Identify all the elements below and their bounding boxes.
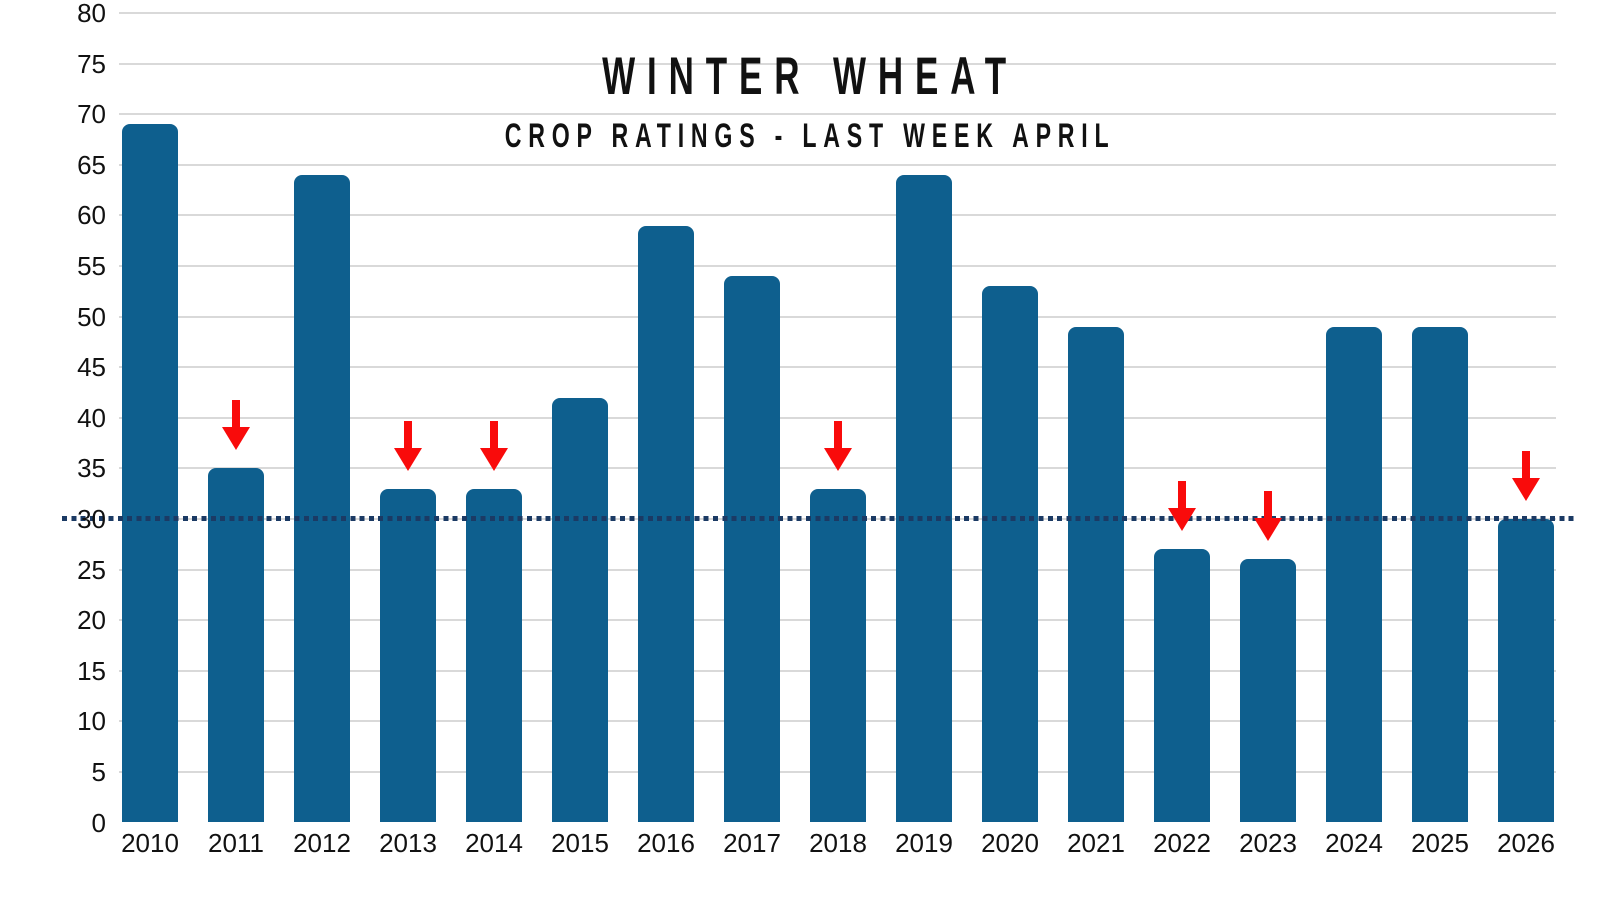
bar-2020 [982,286,1038,823]
x-tick-label-2018: 2018 [809,828,867,858]
down-arrow-icon [1168,481,1196,532]
bar-2024 [1326,326,1382,823]
y-tick-label: 65 [77,149,106,180]
x-tick-label-2017: 2017 [723,828,781,858]
x-tick-label-2023: 2023 [1239,828,1297,858]
gridline [119,315,1556,318]
y-tick-label: 15 [77,655,106,686]
gridline [119,416,1556,419]
gridline [119,113,1556,116]
y-tick-label: 10 [77,706,106,737]
x-tick-label-2014: 2014 [465,828,523,858]
chart-subtitle-text: CROP RATINGS - LAST WEEK APRIL [504,117,1116,155]
reference-line-30 [62,516,1577,522]
bar-2016 [638,225,694,823]
y-tick-label: 55 [77,251,106,281]
down-arrow-icon [222,400,250,451]
bar-2015 [552,397,608,823]
x-tick-label-2019: 2019 [895,828,953,858]
y-tick-label: 45 [77,352,106,383]
down-arrow-icon [1254,491,1282,542]
y-tick-label: 0 [91,807,106,838]
x-tick-label-2021: 2021 [1067,828,1125,858]
bar-2014 [466,488,522,823]
chart-title: WINTER WHEAT [0,48,1600,106]
x-tick-label-2015: 2015 [551,828,609,858]
bar-2017 [724,276,780,823]
x-tick-label-2024: 2024 [1325,828,1383,858]
bar-2010 [122,124,178,823]
x-tick-label-2022: 2022 [1153,828,1211,858]
chart-title-text: WINTER WHEAT [602,47,1018,106]
gridline [119,265,1556,267]
bar-2018 [810,488,866,823]
x-tick-label-2010: 2010 [121,828,179,858]
y-tick-label: 20 [77,605,106,636]
gridline [119,163,1556,166]
y-tick-label: 5 [91,756,106,787]
y-tick-label: 80 [77,0,106,29]
y-tick-label: 25 [77,554,106,585]
down-arrow-icon [394,420,422,471]
x-tick-label-2013: 2013 [379,828,437,858]
bar-2021 [1068,326,1124,823]
chart-subtitle: CROP RATINGS - LAST WEEK APRIL [0,116,1600,156]
gridline [119,62,1556,65]
y-tick-label: 70 [77,99,106,130]
gridline [119,214,1556,217]
bar-2026 [1498,518,1554,823]
y-tick-label: 60 [77,200,106,231]
gridline [119,12,1556,15]
down-arrow-icon [1512,450,1540,501]
y-tick-label: 40 [77,402,106,433]
bar-2022 [1154,549,1210,823]
bar-2011 [208,468,264,823]
down-arrow-icon [480,420,508,471]
y-tick-label: 30 [77,503,106,534]
x-tick-label-2016: 2016 [637,828,695,858]
x-tick-label-2025: 2025 [1411,828,1469,858]
bar-2012 [294,174,350,823]
gridline [119,366,1556,369]
bar-2013 [380,488,436,823]
down-arrow-icon [824,420,852,471]
x-tick-label-2020: 2020 [981,828,1039,858]
bar-2023 [1240,559,1296,823]
bar-2019 [896,174,952,823]
x-tick-label-2012: 2012 [293,828,351,858]
y-tick-label: 35 [77,453,106,484]
bar-2025 [1412,326,1468,823]
y-tick-label: 50 [77,301,106,332]
x-tick-label-2011: 2011 [208,828,264,858]
x-tick-label-2026: 2026 [1497,828,1555,858]
y-tick-label: 75 [77,48,106,79]
